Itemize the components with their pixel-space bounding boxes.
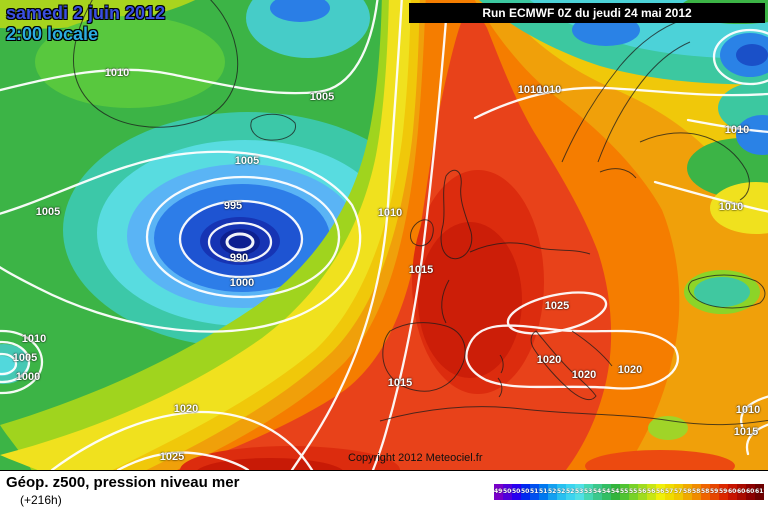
map-svg <box>0 0 768 470</box>
legend-cell: 496 <box>494 484 503 500</box>
legend-cell: 548 <box>611 484 620 500</box>
legend-cell: 552 <box>620 484 629 500</box>
forecast-hour: (+216h) <box>20 493 62 507</box>
map-local-time: 2:00 locale <box>6 24 99 44</box>
legend-cell: 584 <box>692 484 701 500</box>
legend-cell: 512 <box>530 484 539 500</box>
legend-cell: 604 <box>737 484 746 500</box>
weather-map: 1010 1005 1010 1010 1010 1005 1005 995 990 1000 10… <box>0 0 768 470</box>
model-run-info: Run ECMWF 0Z du jeudi 24 mai 2012 <box>409 3 765 23</box>
legend-cell: 528 <box>566 484 575 500</box>
legend-cell: 560 <box>638 484 647 500</box>
legend-cell: 580 <box>683 484 692 500</box>
legend-cell: 532 <box>575 484 584 500</box>
legend-cell: 600 <box>728 484 737 500</box>
legend-cell: 612 <box>755 484 764 500</box>
legend-cell: 588 <box>701 484 710 500</box>
legend-cell: 576 <box>674 484 683 500</box>
legend-cell: 568 <box>656 484 665 500</box>
legend-cell: 508 <box>521 484 530 500</box>
legend-cell: 564 <box>647 484 656 500</box>
legend-cell: 500 <box>503 484 512 500</box>
legend-cell: 540 <box>593 484 602 500</box>
legend-cell: 536 <box>584 484 593 500</box>
legend-cell: 556 <box>629 484 638 500</box>
footer-bar: Géop. z500, pression niveau mer (+216h) … <box>0 470 768 512</box>
legend-cell: 520 <box>548 484 557 500</box>
legend-cell: 504 <box>512 484 521 500</box>
legend-cell: 544 <box>602 484 611 500</box>
legend-cell: 516 <box>539 484 548 500</box>
legend-cell: 592 <box>710 484 719 500</box>
legend-cell: 524 <box>557 484 566 500</box>
legend-cell: 596 <box>719 484 728 500</box>
legend-cell: 572 <box>665 484 674 500</box>
copyright-text: Copyright 2012 Meteociel.fr <box>348 452 483 464</box>
isobar-contours <box>0 0 768 470</box>
date-block: samedi 2 juin 2012 2:00 locale <box>6 3 165 45</box>
legend-scale: 4965005045085125165205245285325365405445… <box>494 484 764 500</box>
coastlines <box>72 0 768 426</box>
map-date: samedi 2 juin 2012 <box>6 3 166 23</box>
legend-cell: 608 <box>746 484 755 500</box>
map-parameter-title: Géop. z500, pression niveau mer <box>6 474 240 491</box>
